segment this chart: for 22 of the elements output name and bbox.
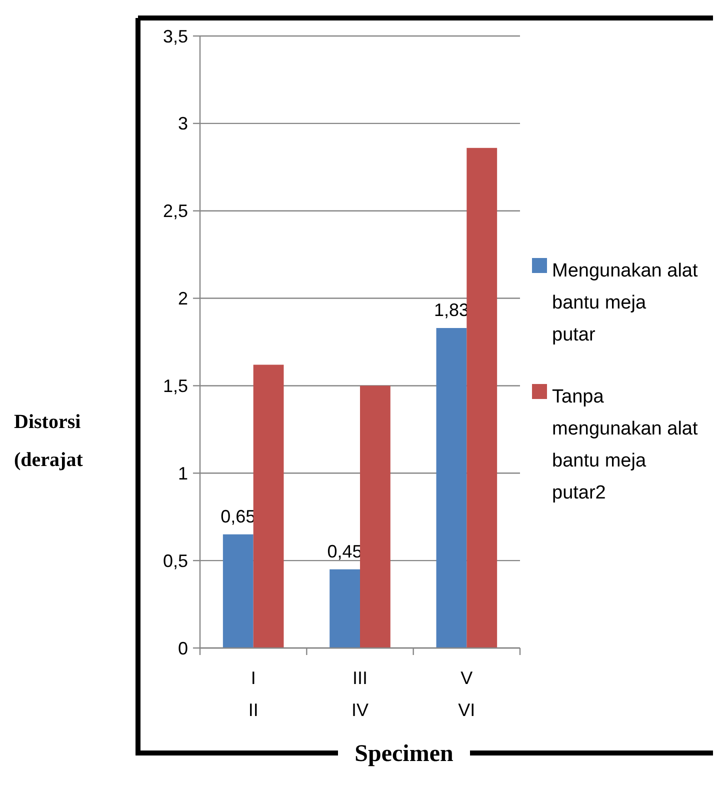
y-axis-title: Distorsi (derajat <box>14 411 84 471</box>
y-tick-label: 3,5 <box>162 26 188 46</box>
x-tick-label: V VI <box>458 668 476 720</box>
bar <box>436 328 467 648</box>
x-axis-title: Specimen <box>354 741 454 767</box>
y-tick-label: 3 <box>178 114 188 134</box>
y-tick-label: 1,5 <box>162 376 188 396</box>
bar <box>330 569 360 648</box>
data-label: 0,65 <box>220 506 256 526</box>
bar <box>466 148 498 648</box>
bar <box>360 386 390 648</box>
bar <box>253 364 284 648</box>
y-tick-label: 0,5 <box>162 550 188 571</box>
x-tick-label: III IV <box>351 668 369 720</box>
x-tick-label: I II <box>248 668 258 720</box>
bar <box>222 534 254 648</box>
y-tick-label: 2 <box>178 288 188 309</box>
y-tick-label: 2,5 <box>162 201 188 222</box>
legend-label: Tanpa mengunakan alat bantu meja putar2 <box>552 386 698 504</box>
y-tick-label: 1 <box>178 463 188 484</box>
y-tick-label: 0 <box>178 638 188 658</box>
legend-label: Mengunakan alat bantu meja putar <box>552 260 698 346</box>
